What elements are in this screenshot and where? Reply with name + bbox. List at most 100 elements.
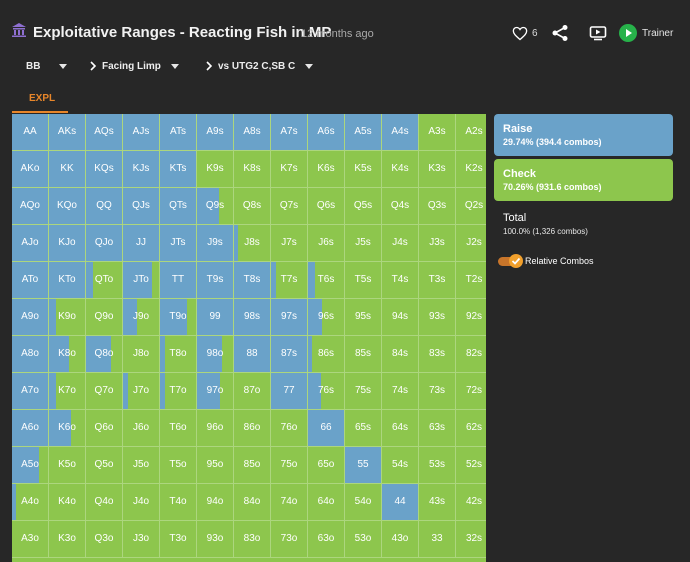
- like-button[interactable]: 6: [512, 24, 542, 42]
- hand-cell[interactable]: Q6o: [86, 410, 123, 447]
- hand-cell[interactable]: J9o: [123, 299, 160, 336]
- hand-cell[interactable]: 65o: [308, 447, 345, 484]
- hand-cell[interactable]: A5o: [12, 447, 49, 484]
- hand-cell[interactable]: T6o: [160, 410, 197, 447]
- hand-cell[interactable]: Q8o: [86, 336, 123, 373]
- hand-cell[interactable]: K5s: [345, 151, 382, 188]
- hand-cell[interactable]: JTs: [160, 225, 197, 262]
- hand-cell[interactable]: AKo: [12, 151, 49, 188]
- hand-cell[interactable]: KQo: [49, 188, 86, 225]
- hand-cell[interactable]: 53s: [419, 447, 456, 484]
- hand-cell[interactable]: 84o: [234, 484, 271, 521]
- hand-cell[interactable]: KK: [49, 151, 86, 188]
- hand-cell[interactable]: T9s: [197, 262, 234, 299]
- hand-cell[interactable]: J2s: [456, 225, 486, 262]
- hand-cell[interactable]: 54s: [382, 447, 419, 484]
- hand-cell[interactable]: T8o: [160, 336, 197, 373]
- hand-cell[interactable]: 52s: [456, 447, 486, 484]
- hand-cell[interactable]: K4s: [382, 151, 419, 188]
- hand-cell[interactable]: Q3o: [86, 521, 123, 558]
- hand-cell[interactable]: 99: [197, 299, 234, 336]
- hand-cell[interactable]: A6s: [308, 114, 345, 151]
- hand-cell[interactable]: Q3s: [419, 188, 456, 225]
- hand-cell[interactable]: AQs: [86, 114, 123, 151]
- hand-cell[interactable]: T6s: [308, 262, 345, 299]
- hand-cell[interactable]: Q4s: [382, 188, 419, 225]
- hand-cell[interactable]: A9o: [12, 299, 49, 336]
- hand-cell[interactable]: J3s: [419, 225, 456, 262]
- hand-cell[interactable]: 96o: [197, 410, 234, 447]
- hand-cell[interactable]: 93s: [419, 299, 456, 336]
- hand-cell[interactable]: J5s: [345, 225, 382, 262]
- hand-cell[interactable]: 74o: [271, 484, 308, 521]
- hand-cell[interactable]: A8o: [12, 336, 49, 373]
- hand-cell[interactable]: T7o: [160, 373, 197, 410]
- position-select[interactable]: BB: [26, 55, 68, 77]
- hand-cell[interactable]: 63o: [308, 521, 345, 558]
- hand-cell[interactable]: J8s: [234, 225, 271, 262]
- hand-cell[interactable]: K8o: [49, 336, 86, 373]
- hand-cell[interactable]: J7o: [123, 373, 160, 410]
- hand-cell[interactable]: K9s: [197, 151, 234, 188]
- hand-cell[interactable]: 84s: [382, 336, 419, 373]
- hand-cell[interactable]: A2s: [456, 114, 486, 151]
- hand-cell[interactable]: 75o: [271, 447, 308, 484]
- hand-cell[interactable]: A3o: [12, 521, 49, 558]
- hand-cell[interactable]: K6s: [308, 151, 345, 188]
- hand-cell[interactable]: J9s: [197, 225, 234, 262]
- hand-cell[interactable]: T4s: [382, 262, 419, 299]
- tv-icon[interactable]: [589, 24, 607, 42]
- hand-cell[interactable]: J3o: [123, 521, 160, 558]
- hand-cell[interactable]: JTo: [123, 262, 160, 299]
- hand-cell[interactable]: KJs: [123, 151, 160, 188]
- hand-cell[interactable]: 63s: [419, 410, 456, 447]
- hand-cell[interactable]: Q9s: [197, 188, 234, 225]
- hand-cell[interactable]: 65s: [345, 410, 382, 447]
- hand-cell[interactable]: T8s: [234, 262, 271, 299]
- raise-action[interactable]: Raise 29.74% (394.4 combos): [494, 114, 673, 156]
- hand-cell[interactable]: 73o: [271, 521, 308, 558]
- hand-cell[interactable]: 44: [382, 484, 419, 521]
- hand-cell[interactable]: 33: [419, 521, 456, 558]
- hand-cell[interactable]: 96s: [308, 299, 345, 336]
- hand-cell[interactable]: A6o: [12, 410, 49, 447]
- relative-combos-toggle[interactable]: [498, 254, 523, 268]
- hand-cell[interactable]: AJs: [123, 114, 160, 151]
- hand-cell[interactable]: AA: [12, 114, 49, 151]
- hand-cell[interactable]: JJ: [123, 225, 160, 262]
- hand-cell[interactable]: QJs: [123, 188, 160, 225]
- hand-cell[interactable]: 77: [271, 373, 308, 410]
- share-icon[interactable]: [551, 24, 569, 42]
- hand-cell[interactable]: 95s: [345, 299, 382, 336]
- hand-cell[interactable]: 83s: [419, 336, 456, 373]
- hand-cell[interactable]: Q7s: [271, 188, 308, 225]
- hand-cell[interactable]: 43o: [382, 521, 419, 558]
- hand-cell[interactable]: Q9o: [86, 299, 123, 336]
- hand-cell[interactable]: 86s: [308, 336, 345, 373]
- hand-cell[interactable]: J6s: [308, 225, 345, 262]
- hand-cell[interactable]: K3o: [49, 521, 86, 558]
- hand-cell[interactable]: T5s: [345, 262, 382, 299]
- hand-cell[interactable]: A7s: [271, 114, 308, 151]
- hand-cell[interactable]: 87o: [234, 373, 271, 410]
- hand-cell[interactable]: K4o: [49, 484, 86, 521]
- hand-cell[interactable]: AJo: [12, 225, 49, 262]
- hand-cell[interactable]: A4o: [12, 484, 49, 521]
- hand-cell[interactable]: K2s: [456, 151, 486, 188]
- hand-cell[interactable]: A3s: [419, 114, 456, 151]
- hand-cell[interactable]: 98o: [197, 336, 234, 373]
- hand-cell[interactable]: K6o: [49, 410, 86, 447]
- hand-cell[interactable]: 92s: [456, 299, 486, 336]
- hand-cell[interactable]: 54o: [345, 484, 382, 521]
- hand-cell[interactable]: Q5s: [345, 188, 382, 225]
- hand-cell[interactable]: T9o: [160, 299, 197, 336]
- hand-cell[interactable]: T2s: [456, 262, 486, 299]
- check-action[interactable]: Check 70.26% (931.6 combos): [494, 159, 673, 201]
- hand-cell[interactable]: J7s: [271, 225, 308, 262]
- hand-cell[interactable]: Q5o: [86, 447, 123, 484]
- hand-cell[interactable]: J8o: [123, 336, 160, 373]
- hand-cell[interactable]: 62s: [456, 410, 486, 447]
- hand-cell[interactable]: 85s: [345, 336, 382, 373]
- hand-cell[interactable]: QQ: [86, 188, 123, 225]
- hand-cell[interactable]: AQo: [12, 188, 49, 225]
